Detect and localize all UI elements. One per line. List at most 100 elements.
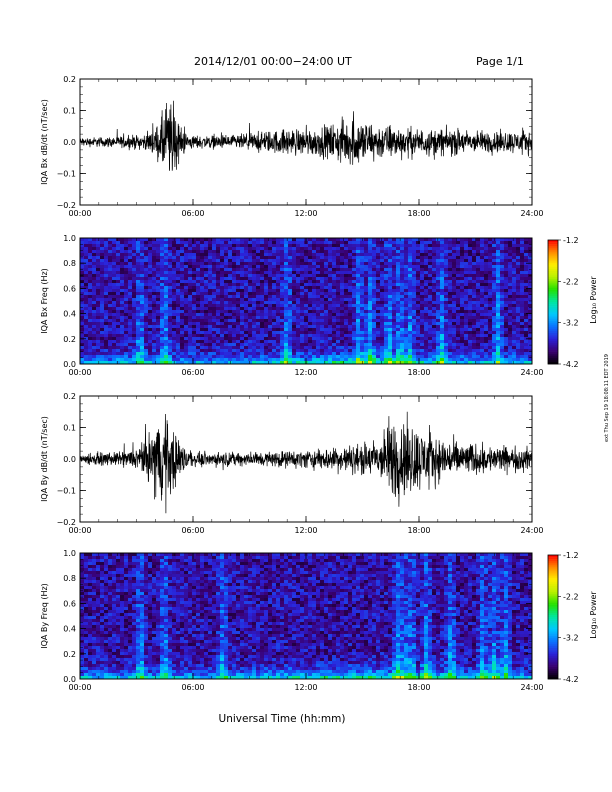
spectrogram-cell xyxy=(480,271,485,275)
spectrogram-cell xyxy=(328,343,333,347)
spectrogram-cell xyxy=(396,319,401,323)
spectrogram-cell xyxy=(328,322,333,326)
spectrogram-cell xyxy=(400,298,405,302)
spectrogram-cell xyxy=(500,334,505,338)
spectrogram-cell xyxy=(376,322,381,326)
spectrogram-cell xyxy=(172,322,177,326)
spectrogram-cell xyxy=(408,352,413,356)
spectrogram-cell xyxy=(188,340,193,344)
spectrogram-cell xyxy=(116,310,121,314)
spectrogram-cell xyxy=(436,244,441,248)
spectrogram-cell xyxy=(476,316,481,320)
spectrogram-cell xyxy=(484,325,489,329)
spectrogram-cell xyxy=(300,268,305,272)
spectrogram-cell xyxy=(336,337,341,341)
spectrogram-cell xyxy=(436,262,441,266)
spectrogram-cell xyxy=(396,268,401,272)
spectrogram-cell xyxy=(412,340,417,344)
spectrogram-cell xyxy=(492,310,497,314)
spectrogram-cell xyxy=(180,325,185,329)
spectrogram-cell xyxy=(360,358,365,362)
spectrogram-cell xyxy=(200,337,205,341)
spectrogram-cell xyxy=(524,343,529,347)
spectrogram-cell xyxy=(444,295,449,299)
spectrogram-cell xyxy=(436,298,441,302)
spectrogram-cell xyxy=(80,298,85,302)
spectrogram-cell xyxy=(420,328,425,332)
spectrogram-cell xyxy=(232,340,237,344)
spectrogram-cell xyxy=(164,265,169,269)
spectrogram-cell xyxy=(296,280,301,284)
spectrogram-cell xyxy=(332,331,337,335)
spectrogram-cell xyxy=(380,283,385,287)
spectrogram-cell xyxy=(220,352,225,356)
spectrogram-cell xyxy=(364,250,369,254)
spectrogram-cell xyxy=(432,292,437,296)
spectrogram-cell xyxy=(368,355,373,359)
spectrogram-cell xyxy=(320,322,325,326)
spectrogram-cell xyxy=(336,256,341,260)
spectrogram-cell xyxy=(476,358,481,362)
spectrogram-cell xyxy=(112,280,117,284)
spectrogram-cell xyxy=(520,280,525,284)
spectrogram-cell xyxy=(384,280,389,284)
spectrogram-cell xyxy=(356,307,361,311)
spectrogram-cell xyxy=(164,280,169,284)
spectrogram-cell xyxy=(88,355,93,359)
spectrogram-cell xyxy=(208,301,213,305)
spectrogram-cell xyxy=(420,355,425,359)
spectrogram-cell xyxy=(148,310,153,314)
spectrogram-cell xyxy=(488,280,493,284)
spectrogram-cell xyxy=(392,268,397,272)
spectrogram-cell xyxy=(172,262,177,266)
spectrogram-cell xyxy=(488,346,493,350)
spectrogram-cell xyxy=(420,340,425,344)
spectrogram-cell xyxy=(108,277,113,281)
spectrogram-cell xyxy=(212,238,217,242)
spectrogram-cell xyxy=(516,346,521,350)
spectrogram-cell xyxy=(264,274,269,278)
spectrogram-cell xyxy=(228,331,233,335)
spectrogram-cell xyxy=(456,310,461,314)
spectrogram-cell xyxy=(508,286,513,290)
spectrogram-cell xyxy=(400,256,405,260)
spectrogram-cell xyxy=(160,286,165,290)
spectrogram-cell xyxy=(256,313,261,317)
spectrogram-cell xyxy=(308,289,313,293)
spectrogram-cell xyxy=(344,295,349,299)
spectrogram-cell xyxy=(448,316,453,320)
spectrogram-cell xyxy=(128,346,133,350)
spectrogram-cell xyxy=(112,334,117,338)
spectrogram-cell xyxy=(452,358,457,362)
spectrogram-cell xyxy=(192,244,197,248)
spectrogram-cell xyxy=(116,349,121,353)
spectrogram-cell xyxy=(96,292,101,296)
spectrogram-cell xyxy=(492,316,497,320)
spectrogram-cell xyxy=(392,358,397,362)
spectrogram-cell xyxy=(160,292,165,296)
spectrogram-cell xyxy=(364,352,369,356)
spectrogram-cell xyxy=(368,286,373,290)
spectrogram-cell xyxy=(200,253,205,257)
spectrogram-cell xyxy=(348,319,353,323)
spectrogram-cell xyxy=(220,319,225,323)
spectrogram-cell xyxy=(412,238,417,242)
spectrogram-cell xyxy=(520,250,525,254)
spectrogram-cell xyxy=(472,349,477,353)
spectrogram-cell xyxy=(344,280,349,284)
spectrogram-cell xyxy=(160,316,165,320)
spectrogram-cell xyxy=(100,292,105,296)
spectrogram-cell xyxy=(516,310,521,314)
spectrogram-cell xyxy=(340,250,345,254)
spectrogram-cell xyxy=(520,328,525,332)
spectrogram-cell xyxy=(348,313,353,317)
spectrogram-cell xyxy=(84,238,89,242)
spectrogram-cell xyxy=(232,352,237,356)
spectrogram-cell xyxy=(104,295,109,299)
spectrogram-cell xyxy=(484,268,489,272)
spectrogram-cell xyxy=(240,301,245,305)
spectrogram-cell xyxy=(500,256,505,260)
spectrogram-cell xyxy=(292,304,297,308)
spectrogram-cell xyxy=(228,322,233,326)
spectrogram-cell xyxy=(164,334,169,338)
